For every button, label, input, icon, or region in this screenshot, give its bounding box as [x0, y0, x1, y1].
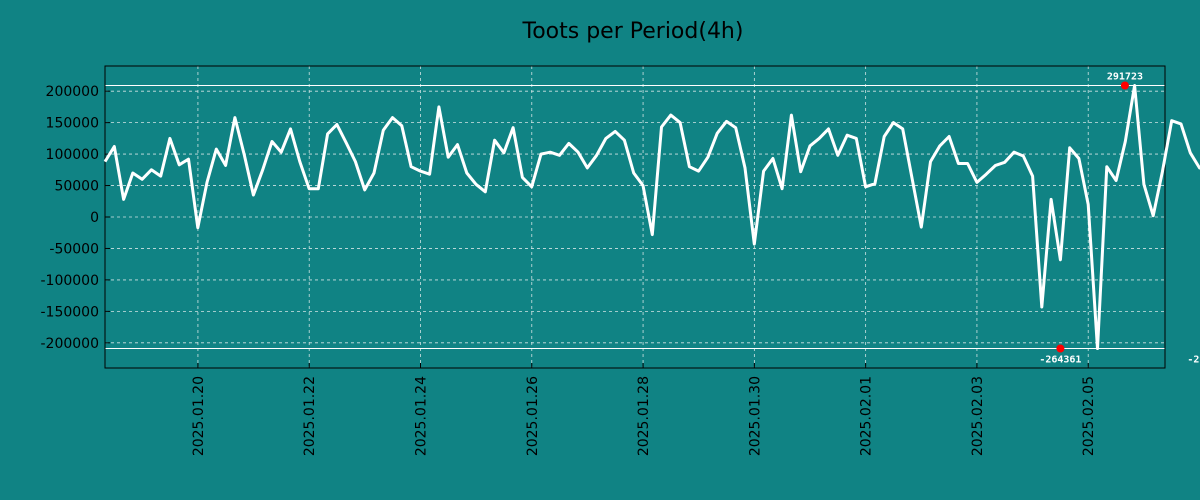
chart-title: Toots per Period(4h) [522, 19, 744, 44]
y-tick-label: -50000 [49, 241, 99, 257]
y-tick-label: 100000 [46, 147, 99, 163]
annotation-label: 291723 [1107, 72, 1143, 83]
y-axis: 200000 150000 100000 50000 0 -50000 -100000 -15… [41, 84, 110, 352]
annotation-label: -264361 [1039, 354, 1081, 365]
x-tick-label: 2025.02.05 [1081, 376, 1097, 456]
x-tick-label: 2025.02.03 [970, 376, 986, 456]
x-tick-label: 2025.01.24 [413, 376, 429, 456]
series-line-toots [103, 84, 1200, 350]
y-tick-label: -100000 [41, 273, 100, 289]
x-tick-label: 2025.01.26 [525, 376, 541, 456]
extreme-marker [1056, 344, 1065, 353]
y-tick-label: 50000 [54, 179, 99, 195]
annotations: 291723 -264361 -290802 [1039, 72, 1200, 366]
reference-lines [105, 85, 1165, 349]
x-tick-label: 2025.02.01 [859, 376, 875, 456]
y-tick-label: -200000 [41, 336, 100, 352]
grid-layer [105, 66, 1165, 368]
y-tick-label: 200000 [46, 84, 99, 100]
annotation-label: -290802 [1187, 354, 1200, 365]
y-tick-label: 150000 [46, 116, 99, 132]
y-tick-label: -150000 [41, 304, 100, 320]
x-tick-label: 2025.01.20 [191, 376, 207, 456]
x-tick-label: 2025.01.30 [747, 376, 763, 456]
x-tick-label: 2025.01.22 [302, 376, 318, 456]
y-tick-label: 0 [90, 210, 99, 226]
x-axis: 2025.01.20 2025.01.22 2025.01.24 2025.01.26… [191, 363, 1097, 456]
extreme-marker [1120, 81, 1129, 90]
x-tick-label: 2025.01.28 [636, 376, 652, 456]
